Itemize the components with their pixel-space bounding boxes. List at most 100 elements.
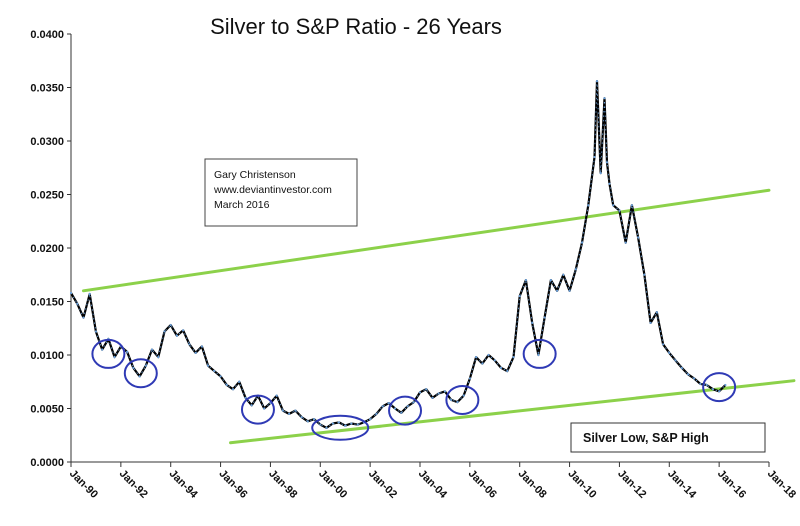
- x-tick-label: Jan-18: [765, 468, 798, 501]
- data-point: [580, 241, 584, 244]
- data-point: [387, 402, 390, 405]
- data-point: [375, 412, 378, 415]
- data-point: [412, 400, 415, 404]
- data-point: [300, 415, 303, 419]
- data-point: [337, 421, 341, 424]
- data-point: [608, 182, 611, 185]
- data-point: [381, 405, 384, 408]
- x-tick-label: Jan-92: [117, 468, 150, 501]
- data-point: [506, 369, 509, 373]
- data-point: [724, 383, 727, 387]
- callout-box: Silver Low, S&P High: [570, 422, 766, 453]
- x-tick-label: Jan-90: [67, 468, 100, 501]
- data-point: [281, 409, 284, 412]
- data-point: [568, 289, 571, 292]
- data-point: [605, 161, 609, 164]
- data-point: [718, 390, 721, 393]
- axes: [70, 34, 769, 463]
- data-point: [705, 383, 708, 387]
- y-axis: 0.0000 0.0050 0.0100 0.0150 0.0200 0.0250 0.03…: [30, 29, 71, 469]
- note-date: March 2016: [214, 199, 270, 211]
- x-tick-label: Jan-16: [715, 468, 748, 501]
- data-point: [82, 316, 85, 319]
- lower-trend-line: [229, 379, 796, 445]
- data-point: [244, 396, 247, 399]
- author-name: Gary Christenson: [214, 169, 296, 181]
- data-point: [556, 289, 559, 292]
- series-line: [70, 79, 727, 429]
- low-circle: [388, 395, 423, 426]
- data-point: [543, 316, 546, 319]
- data-point: [686, 373, 690, 376]
- data-point: [630, 204, 633, 207]
- data-point: [562, 273, 565, 276]
- data-point: [188, 343, 191, 346]
- low-circle: [311, 414, 370, 441]
- data-point: [468, 377, 471, 380]
- data-point: [487, 353, 490, 357]
- author-website: www.deviantinvestor.com: [213, 184, 332, 196]
- data-point: [294, 409, 297, 412]
- data-point: [655, 311, 658, 314]
- data-point: [450, 398, 453, 402]
- data-point: [194, 351, 197, 354]
- data-point: [69, 291, 73, 295]
- y-tick-label: 0.0150: [30, 297, 64, 309]
- data-point: [144, 364, 147, 367]
- data-point: [624, 241, 627, 244]
- data-point: [169, 323, 172, 327]
- data-point: [595, 79, 599, 83]
- data-point: [603, 97, 606, 100]
- circled-lows: [91, 338, 737, 441]
- data-point: [175, 334, 179, 337]
- data-point: [325, 426, 328, 429]
- data-point: [574, 268, 577, 271]
- data-point: [693, 377, 696, 380]
- x-tick-label: Jan-00: [316, 468, 349, 501]
- data-point: [531, 321, 534, 324]
- data-point: [125, 350, 129, 353]
- low-circle: [240, 394, 275, 425]
- data-point: [425, 388, 428, 391]
- data-point: [200, 345, 203, 348]
- data-point: [661, 343, 665, 346]
- data-point: [512, 356, 515, 359]
- data-point: [549, 279, 552, 282]
- x-tick-label: Jan-06: [466, 468, 499, 501]
- data-point: [518, 295, 521, 298]
- data-point: [711, 388, 715, 391]
- x-tick-label: Jan-04: [416, 468, 450, 502]
- data-point: [456, 400, 459, 404]
- series: [69, 79, 727, 429]
- series-line-highlight: [70, 80, 726, 429]
- data-point: [537, 353, 540, 357]
- data-point: [437, 392, 440, 395]
- data-point: [612, 204, 615, 207]
- x-tick-label: Jan-02: [366, 468, 399, 501]
- data-point: [680, 366, 683, 369]
- trend-lines: [81, 188, 796, 445]
- data-point: [668, 351, 671, 354]
- data-point: [474, 356, 478, 359]
- upper-trend-line: [81, 188, 771, 293]
- data-point: [275, 394, 278, 397]
- data-point: [288, 412, 291, 415]
- data-point: [306, 420, 309, 423]
- low-circle: [445, 384, 480, 415]
- data-point: [524, 279, 528, 282]
- data-point: [400, 411, 403, 414]
- y-tick-label: 0.0300: [30, 136, 64, 148]
- data-point: [182, 329, 185, 332]
- data-point: [219, 375, 222, 378]
- data-point: [674, 359, 677, 362]
- data-point: [132, 366, 135, 369]
- data-point: [157, 356, 160, 359]
- data-point: [593, 155, 596, 159]
- author-note-box: Gary Christenson www.deviantinvestor.com…: [204, 158, 358, 227]
- data-point: [499, 366, 503, 369]
- y-tick-label: 0.0100: [30, 350, 64, 362]
- x-tick-label: Jan-98: [266, 468, 299, 501]
- y-tick-label: 0.0400: [30, 29, 64, 41]
- data-point: [331, 422, 334, 425]
